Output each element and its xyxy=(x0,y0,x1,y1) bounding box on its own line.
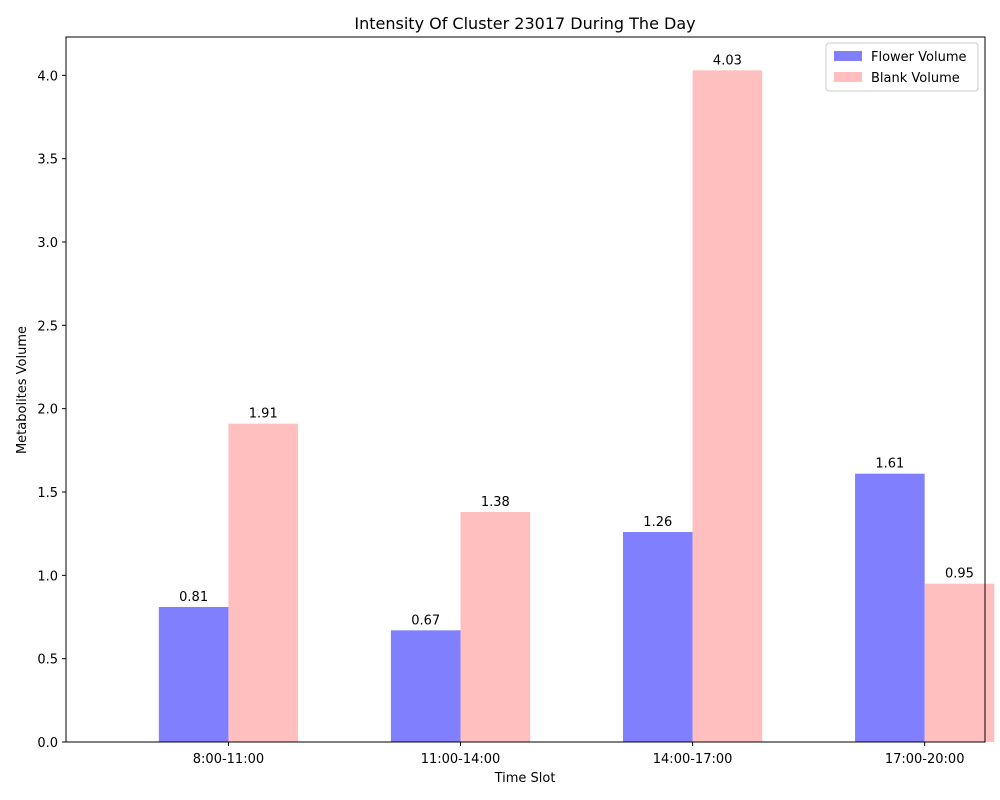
bar-series-1-0 xyxy=(228,423,299,742)
legend-swatch-1 xyxy=(834,72,862,82)
plot-area: 0.81 0.67 1.26 1.61 1.91 1.38 4.03 0.95 xyxy=(158,53,995,743)
data-label-series-1-0: 1.91 xyxy=(249,407,278,422)
data-label-series-0-1: 0.67 xyxy=(411,613,440,628)
data-label-series-0-2: 1.26 xyxy=(643,515,672,530)
y-tick-label-7: 3.5 xyxy=(37,153,58,168)
x-axis-title: Time Slot xyxy=(494,771,556,786)
x-tick-label-0: 8:00-11:00 xyxy=(193,752,264,767)
y-tick-label-4: 2.0 xyxy=(37,403,58,418)
bar-series-0-1 xyxy=(390,630,461,742)
bar-series-0-3 xyxy=(855,473,925,742)
x-tick-label-1: 11:00-14:00 xyxy=(421,752,501,767)
legend-label-0: Flower Volume xyxy=(871,50,967,65)
chart-title: Intensity Of Cluster 23017 During The Da… xyxy=(354,14,695,33)
bar-series-1-1 xyxy=(460,512,531,742)
axes-frame xyxy=(65,36,986,743)
legend-box xyxy=(825,42,979,92)
x-tick-label-2: 14:00-17:00 xyxy=(653,752,733,767)
y-tick-label-6: 3.0 xyxy=(37,236,58,251)
bar-series-1-3 xyxy=(924,583,995,742)
data-label-series-0-0: 0.81 xyxy=(179,590,208,605)
bar-series-0-0 xyxy=(158,607,229,742)
data-label-series-1-3: 0.95 xyxy=(945,567,974,582)
bar-series-1-2 xyxy=(692,70,763,743)
legend-label-1: Blank Volume xyxy=(871,71,960,86)
y-tick-label-2: 1.0 xyxy=(37,569,58,584)
data-label-series-1-2: 4.03 xyxy=(713,53,742,68)
y-axis-title: Metabolites Volume xyxy=(15,326,30,454)
y-tick-label-1: 0.5 xyxy=(37,653,58,668)
data-label-series-1-1: 1.38 xyxy=(481,495,510,510)
y-tick-label-8: 4.0 xyxy=(37,69,58,84)
y-tick-label-5: 2.5 xyxy=(37,319,58,334)
y-tick-label-0: 0.0 xyxy=(37,736,58,751)
legend: Flower Volume Blank Volume xyxy=(825,42,979,92)
bar-series-0-2 xyxy=(622,532,693,742)
legend-swatch-0 xyxy=(834,51,862,61)
x-tick-label-3: 17:00-20:00 xyxy=(885,752,965,767)
y-tick-label-3: 1.5 xyxy=(37,486,58,501)
data-label-series-0-3: 1.61 xyxy=(875,457,904,472)
